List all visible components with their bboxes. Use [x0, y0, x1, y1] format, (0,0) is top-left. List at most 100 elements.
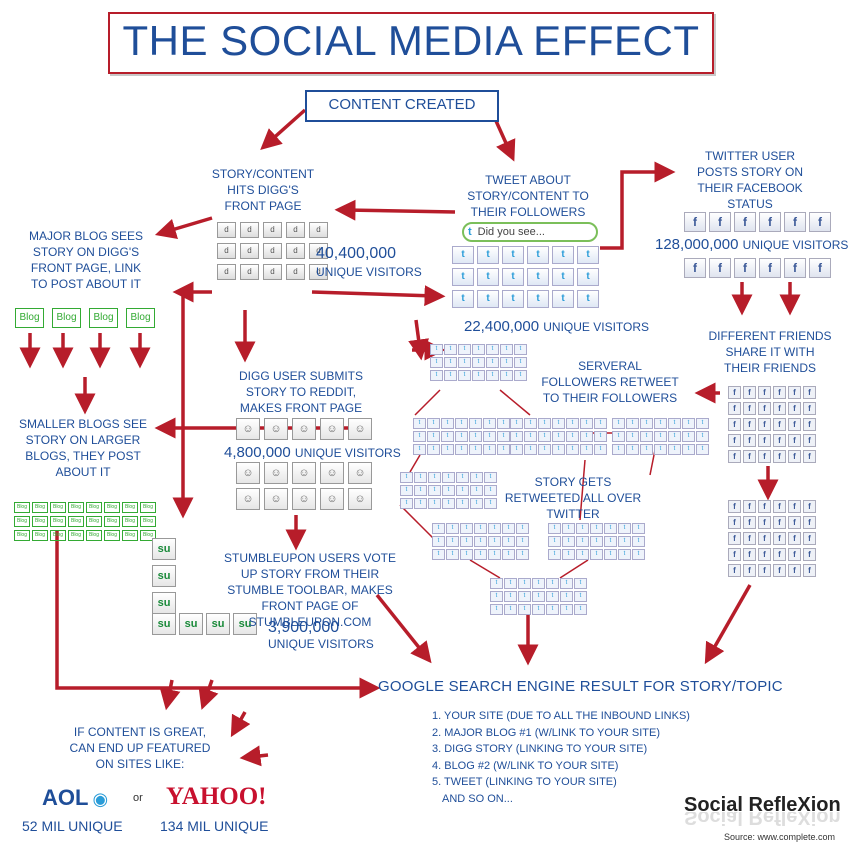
digg-icon: d	[286, 264, 305, 280]
facebook-icon: f	[773, 402, 786, 415]
twitter-icon: t	[626, 418, 639, 429]
twitter-icon: t	[502, 290, 524, 308]
blog-icon: Blog	[50, 502, 66, 513]
digg-front-label: STORY/CONTENT HITS DIGG'S FRONT PAGE	[211, 167, 315, 213]
twitter-icon: t	[682, 431, 695, 442]
facebook-icon: f	[809, 258, 831, 278]
facebook-icon: f	[788, 450, 801, 463]
twitter-icon: t	[488, 523, 501, 534]
facebook-icon: f	[784, 212, 806, 232]
blog-icon: Blog	[50, 516, 66, 527]
reddit-row-top: ☺ ☺ ☺ ☺ ☺	[236, 418, 372, 440]
major-blog-label: MAJOR BLOG SEES STORY ON DIGG'S FRONT PA…	[28, 229, 144, 291]
twitter-icon: t	[577, 268, 599, 286]
reddit-icon: ☺	[264, 488, 288, 510]
reddit-icon: ☺	[348, 462, 372, 484]
twitter-icon: t	[488, 536, 501, 547]
reddit-icon: ☺	[236, 462, 260, 484]
twitter-icon: t	[546, 578, 559, 589]
facebook-icon: f	[758, 516, 771, 529]
blog-icon: Blog	[122, 502, 138, 513]
blog-icon: Blog	[14, 502, 30, 513]
blog-icon: Blog	[122, 530, 138, 541]
twitter-icon: t	[516, 549, 529, 560]
twitter-icon: t	[484, 472, 497, 483]
facebook-icon: f	[784, 258, 806, 278]
twitter-icon: t	[510, 444, 523, 455]
stumbleupon-row: su su su su	[152, 613, 257, 635]
twitter-icon: t	[474, 536, 487, 547]
twitter-icon: t	[413, 418, 426, 429]
facebook-icon: f	[758, 402, 771, 415]
twitter-icon: t	[524, 418, 537, 429]
twitter-icon: t	[500, 370, 513, 381]
twitter-icon: t	[430, 357, 443, 368]
facebook-icon: f	[728, 516, 741, 529]
twitter-icon: t	[580, 444, 593, 455]
twitter-icon: t	[682, 444, 695, 455]
google-result-heading: GOOGLE SEARCH ENGINE RESULT FOR STORY/TO…	[378, 678, 783, 695]
facebook-icon: f	[728, 532, 741, 545]
blog-icon: Blog	[68, 502, 84, 513]
facebook-visitors-unit: UNIQUE VISITORS	[742, 238, 849, 252]
twitter-icon: t	[632, 549, 645, 560]
reddit-icon: ☺	[292, 418, 316, 440]
twitter-icon: t	[469, 431, 482, 442]
digg-icon: d	[286, 222, 305, 238]
twitter-icon: t	[400, 485, 413, 496]
source-credit: Source: www.complete.com	[724, 832, 836, 842]
facebook-icon: f	[758, 532, 771, 545]
facebook-icon: f	[709, 212, 731, 232]
twitter-icon: t	[618, 549, 631, 560]
digg-icon: d	[217, 264, 236, 280]
facebook-icon: f	[728, 548, 741, 561]
twitter-icon: t	[446, 536, 459, 547]
facebook-icon: f	[788, 548, 801, 561]
twitter-icon: t	[502, 549, 515, 560]
twitter-icon: t	[524, 444, 537, 455]
facebook-icon: f	[728, 402, 741, 415]
twitter-icon: t	[510, 431, 523, 442]
facebook-icon: f	[728, 434, 741, 447]
twitter-icon: t	[441, 418, 454, 429]
stumbleupon-icon: su	[179, 613, 203, 635]
twitter-icon: t	[432, 536, 445, 547]
twitter-icon: t	[474, 523, 487, 534]
twitter-icon: t	[477, 246, 499, 264]
twitter-icon: t	[428, 498, 441, 509]
blog-icon: Blog	[140, 530, 156, 541]
facebook-icon: f	[803, 500, 816, 513]
twitter-icon: t	[640, 431, 653, 442]
twitter-icon: t	[455, 431, 468, 442]
twitter-icon: t	[458, 357, 471, 368]
twitter-icon: t	[618, 536, 631, 547]
twitter-icon: t	[618, 523, 631, 534]
google-result-item: AND SO ON...	[442, 792, 513, 805]
twitter-icon: t	[594, 418, 607, 429]
reddit-icon: ☺	[264, 462, 288, 484]
blog-icon: Blog	[122, 516, 138, 527]
blog-icon: Blog	[15, 308, 44, 328]
stumbleupon-icon: su	[152, 613, 176, 635]
facebook-icon: f	[788, 564, 801, 577]
digg-icon: d	[240, 264, 259, 280]
google-result-list: 1. YOUR SITE (DUE TO ALL THE INBOUND LIN…	[432, 708, 690, 807]
twitter-icon: t	[580, 418, 593, 429]
twitter-icon: t	[460, 536, 473, 547]
twitter-icon: t	[469, 418, 482, 429]
twitter-icon: t	[474, 549, 487, 560]
twitter-icon: t	[514, 370, 527, 381]
brand-logo-reflection: Social RefleXion	[684, 812, 841, 828]
reddit-visitors-unit: UNIQUE VISITORS	[294, 446, 401, 460]
stumbleupon-icon: su	[206, 613, 230, 635]
twitter-icon: t	[444, 344, 457, 355]
digg-reddit-label: DIGG USER SUBMITS STORY TO REDDIT, MAKES…	[238, 369, 363, 415]
facebook-icon: f	[684, 212, 706, 232]
twitter-visitors-unit: UNIQUE VISITORS	[543, 320, 650, 334]
twitter-icon: t	[486, 357, 499, 368]
digg-icon: d	[309, 264, 328, 280]
